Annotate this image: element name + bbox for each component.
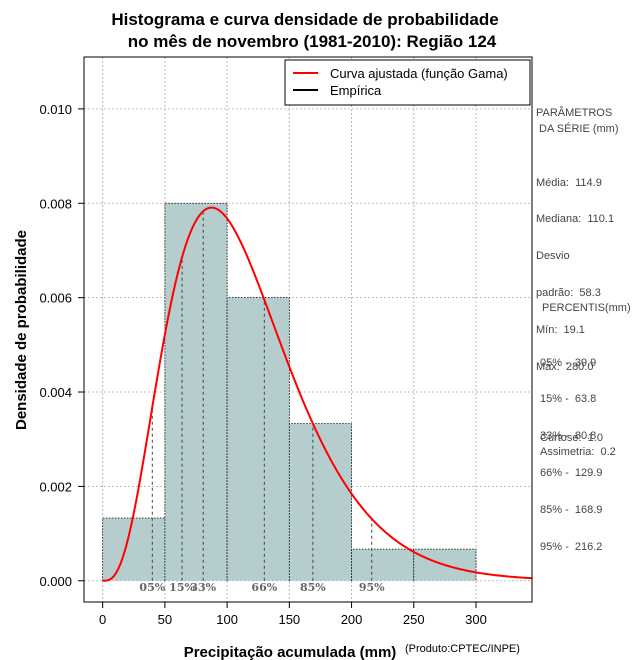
chart-title-line1: Histograma e curva densidade de probabil… (111, 10, 498, 29)
histogram-bar-2 (227, 297, 290, 581)
histogram-bar-outline-3 (288, 423, 352, 581)
percentis-list: 05% - 39.9 15% - 63.8 33% - 80.8 66% - 1… (540, 332, 602, 566)
gamma-curve-path (102, 206, 533, 582)
x-axis-title: Precipitação acumulada (mm) (184, 644, 397, 660)
percentil-85: 85% - 168.9 (540, 504, 603, 517)
percentis-title: PERCENTIS(mm) (542, 302, 631, 314)
histogram-bar-3 (289, 423, 352, 581)
histogram-bar-outline-5 (413, 548, 477, 581)
histogram-bar-4 (351, 549, 414, 581)
histogram-bar-outline-4 (351, 548, 415, 581)
percentile-lines: 05% 15%33% 66% 85% 95% (139, 211, 385, 594)
percentile-label-0: 05% (139, 581, 165, 594)
product-credit: (Produto:CPTEC/INPE) (405, 643, 520, 655)
param-max: Máx: 280.0 (536, 361, 594, 374)
series-params-list: Média: 114.9 Mediana: 110.1 Desvio padrã… (536, 152, 614, 386)
y-axis: 0.000 0.002 0.004 0.006 0.008 0.010 (39, 102, 84, 589)
x-axis: 0 50 100 150 200 250 300 (99, 602, 487, 627)
param-min: Mín: 19.1 (536, 324, 585, 337)
x-tick-label-3: 150 (278, 612, 300, 627)
params-title-2: DA SÉRIE (mm) (536, 123, 619, 135)
x-tick-label-6: 300 (465, 612, 487, 627)
y-tick-label-3: 0.006 (39, 291, 72, 306)
percentil-95: 95% - 216.2 (540, 541, 603, 554)
x-tick-label-2: 100 (216, 612, 238, 627)
y-tick-label-0: 0.000 (39, 574, 72, 589)
y-tick-label-4: 0.008 (39, 196, 72, 211)
percentile-label-4: 85% (300, 581, 326, 594)
percentile-label-3: 66% (251, 581, 277, 594)
param-stddev: padrão: 58.3 (536, 287, 601, 300)
percentile-label-5: 95% (359, 581, 385, 594)
y-tick-label-5: 0.010 (39, 102, 72, 117)
param-mean: Média: 114.9 (536, 176, 602, 189)
legend-label-1: Empírica (330, 83, 382, 98)
y-tick-label-1: 0.002 (39, 479, 72, 494)
percentile-label-1: 15% (169, 581, 195, 594)
percentil-15: 15% - 63.8 (540, 393, 597, 406)
param-median: Mediana: 110.1 (536, 213, 615, 226)
histogram-bars (102, 202, 477, 581)
histogram-bar-1 (164, 203, 228, 581)
percentil-05: 05% - 39.9 (540, 356, 597, 369)
x-tick-label-4: 200 (341, 612, 363, 627)
percentil-33: 33% - 80.8 (540, 430, 597, 443)
x-tick-label-5: 250 (403, 612, 425, 627)
histogram-bar-0 (102, 518, 165, 581)
chart-title-line2: no mês de novembro (1981-2010): Região 1… (128, 32, 497, 51)
gamma-curve (102, 206, 533, 582)
param-stddev-label: Desvio (536, 250, 570, 263)
legend-box (284, 59, 531, 106)
assimetria-value: Assimetria: 0.2 (540, 446, 616, 458)
percentil-66: 66% - 129.9 (540, 467, 603, 480)
y-axis-title: Densidade de probabilidade (13, 230, 30, 430)
legend: Curva ajustada (função Gama) Empírica (284, 59, 531, 106)
plot-frame (83, 56, 533, 603)
params-title-1: PARÂMETROS (536, 107, 613, 119)
x-tick-label-1: 50 (158, 612, 172, 627)
curtose-value: Curtose: 1.0 (540, 432, 603, 444)
percentile-label-2: 33% (190, 581, 216, 594)
legend-label-0: Curva ajustada (função Gama) (330, 66, 508, 81)
y-tick-label-2: 0.004 (39, 385, 72, 400)
x-tick-label-0: 0 (99, 612, 106, 627)
